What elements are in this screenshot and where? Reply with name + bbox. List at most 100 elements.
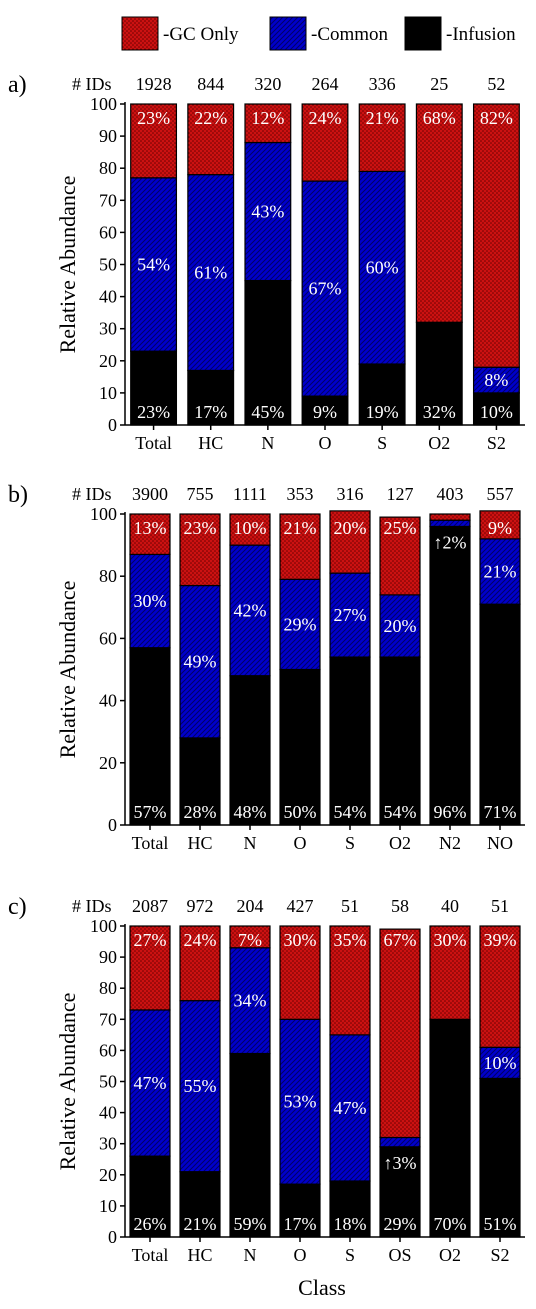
data-label-gc-only: 24% — [309, 108, 342, 128]
bar-segment-infusion — [358, 363, 406, 426]
data-label-infusion: 21% — [184, 1214, 217, 1234]
bar-segment-gc-only — [358, 103, 406, 173]
data-label-common: 55% — [184, 1076, 217, 1096]
x-tick-label: NO — [487, 833, 513, 853]
bar-segment-infusion — [129, 647, 171, 826]
y-axis-title: Relative Abundance — [55, 581, 80, 759]
bar-segment-common — [429, 519, 471, 528]
bar-segment-gc-only — [479, 510, 521, 540]
bar-segment-gc-only — [329, 510, 371, 574]
x-tick-label: HC — [187, 833, 212, 853]
legend: -GC Only -Common -Infusion — [121, 16, 516, 51]
data-label-gc-only: 68% — [423, 108, 456, 128]
bar-segment-common — [179, 1000, 221, 1173]
data-label-gc-only: 24% — [184, 930, 217, 950]
y-tick-label: 60 — [99, 222, 117, 242]
id-count-label: 127 — [387, 484, 414, 504]
y-axis-title: Relative Abundance — [55, 176, 80, 354]
y-tick-label: 40 — [99, 287, 117, 307]
bar-segment-infusion — [244, 279, 292, 426]
bar-segment-gc-only — [179, 513, 221, 587]
y-tick-label: 100 — [90, 916, 117, 936]
id-count-label: 844 — [197, 74, 224, 94]
data-label-infusion: 18% — [334, 1214, 367, 1234]
y-tick-label: 40 — [99, 691, 117, 711]
y-tick-label: 20 — [99, 753, 117, 773]
panel-c: c) # IDs Relative Abundance 0 10 20 30 40 50 60 70… — [8, 894, 525, 1265]
data-label-common: ↑2% — [434, 532, 467, 552]
id-count-label: 58 — [391, 896, 409, 916]
id-count-label: 336 — [369, 74, 396, 94]
bar-segment-common — [358, 170, 406, 365]
legend-item-gc-only: -GC Only — [121, 16, 239, 51]
bar-segment-infusion — [429, 1018, 471, 1238]
bar-segment-gc-only — [229, 925, 271, 949]
legend-swatch-gc-only — [121, 16, 159, 51]
bar-segment-infusion — [415, 321, 463, 426]
data-label-infusion: 96% — [434, 802, 467, 822]
data-label-common: 21% — [484, 562, 517, 582]
data-label-infusion: 50% — [284, 802, 317, 822]
data-label-infusion: 51% — [484, 1214, 517, 1234]
data-label-infusion: 71% — [484, 802, 517, 822]
data-label-infusion: 54% — [384, 802, 417, 822]
id-count-label: 2087 — [132, 896, 168, 916]
x-tick-label: O — [294, 833, 307, 853]
data-label-gc-only: 7% — [238, 930, 262, 950]
id-count-label: 204 — [237, 896, 264, 916]
data-label-infusion: 45% — [251, 402, 284, 422]
y-tick-label: 70 — [99, 1009, 117, 1029]
data-label-infusion: 32% — [423, 402, 456, 422]
panel-label: c) — [8, 894, 27, 920]
y-tick-label: 100 — [90, 504, 117, 524]
y-tick-label: 20 — [99, 1165, 117, 1185]
data-label-common: 67% — [309, 279, 342, 299]
bar-segment-common — [329, 1034, 371, 1182]
data-label-gc-only: 21% — [284, 518, 317, 538]
data-label-infusion: 17% — [284, 1214, 317, 1234]
data-label-infusion: 26% — [134, 1214, 167, 1234]
bar-segment-gc-only — [379, 516, 421, 596]
legend-label-infusion: -Infusion — [446, 24, 516, 45]
bar-segment-gc-only — [472, 103, 520, 368]
y-tick-label: 70 — [99, 190, 117, 210]
x-axis-title: Class — [298, 1275, 346, 1300]
panel-label: b) — [8, 482, 28, 508]
id-count-label: 51 — [491, 896, 509, 916]
x-tick-label: S2 — [487, 433, 506, 453]
x-tick-label: Total — [132, 1245, 169, 1265]
data-label-common: 43% — [251, 202, 284, 222]
id-count-label: 1928 — [136, 74, 172, 94]
bar-segment-gc-only — [429, 925, 471, 1020]
x-tick-label: OS — [388, 1245, 411, 1265]
data-label-common: 8% — [484, 370, 508, 390]
bar-segment-infusion — [329, 656, 371, 826]
y-tick-label: 0 — [108, 815, 117, 835]
x-tick-label: N2 — [439, 833, 461, 853]
data-label-gc-only: 10% — [234, 518, 267, 538]
data-label-common: 20% — [384, 616, 417, 636]
bar-segment-gc-only — [244, 103, 292, 144]
x-tick-label: HC — [187, 1245, 212, 1265]
bar-segment-gc-only — [229, 513, 271, 546]
bar-segment-common — [179, 584, 221, 739]
data-label-gc-only: 82% — [480, 108, 513, 128]
bar-segment-common — [301, 180, 349, 397]
bar-segment-common — [129, 1009, 171, 1157]
x-tick-label: O — [294, 1245, 307, 1265]
y-tick-label: 20 — [99, 351, 117, 371]
bar-segment-common — [244, 141, 292, 282]
y-tick-label: 80 — [99, 978, 117, 998]
bar-segment-common — [379, 1136, 421, 1148]
ids-header: # IDs — [72, 74, 112, 94]
data-label-common: 42% — [234, 600, 267, 620]
x-tick-label: O2 — [428, 433, 450, 453]
data-label-gc-only: 12% — [251, 108, 284, 128]
bar-segment-infusion — [301, 395, 349, 426]
x-tick-label: N — [244, 1245, 257, 1265]
data-label-gc-only: 22% — [194, 108, 227, 128]
data-label-common: 27% — [334, 605, 367, 625]
ids-header: # IDs — [72, 896, 112, 916]
bar-segment-gc-only — [129, 513, 171, 556]
